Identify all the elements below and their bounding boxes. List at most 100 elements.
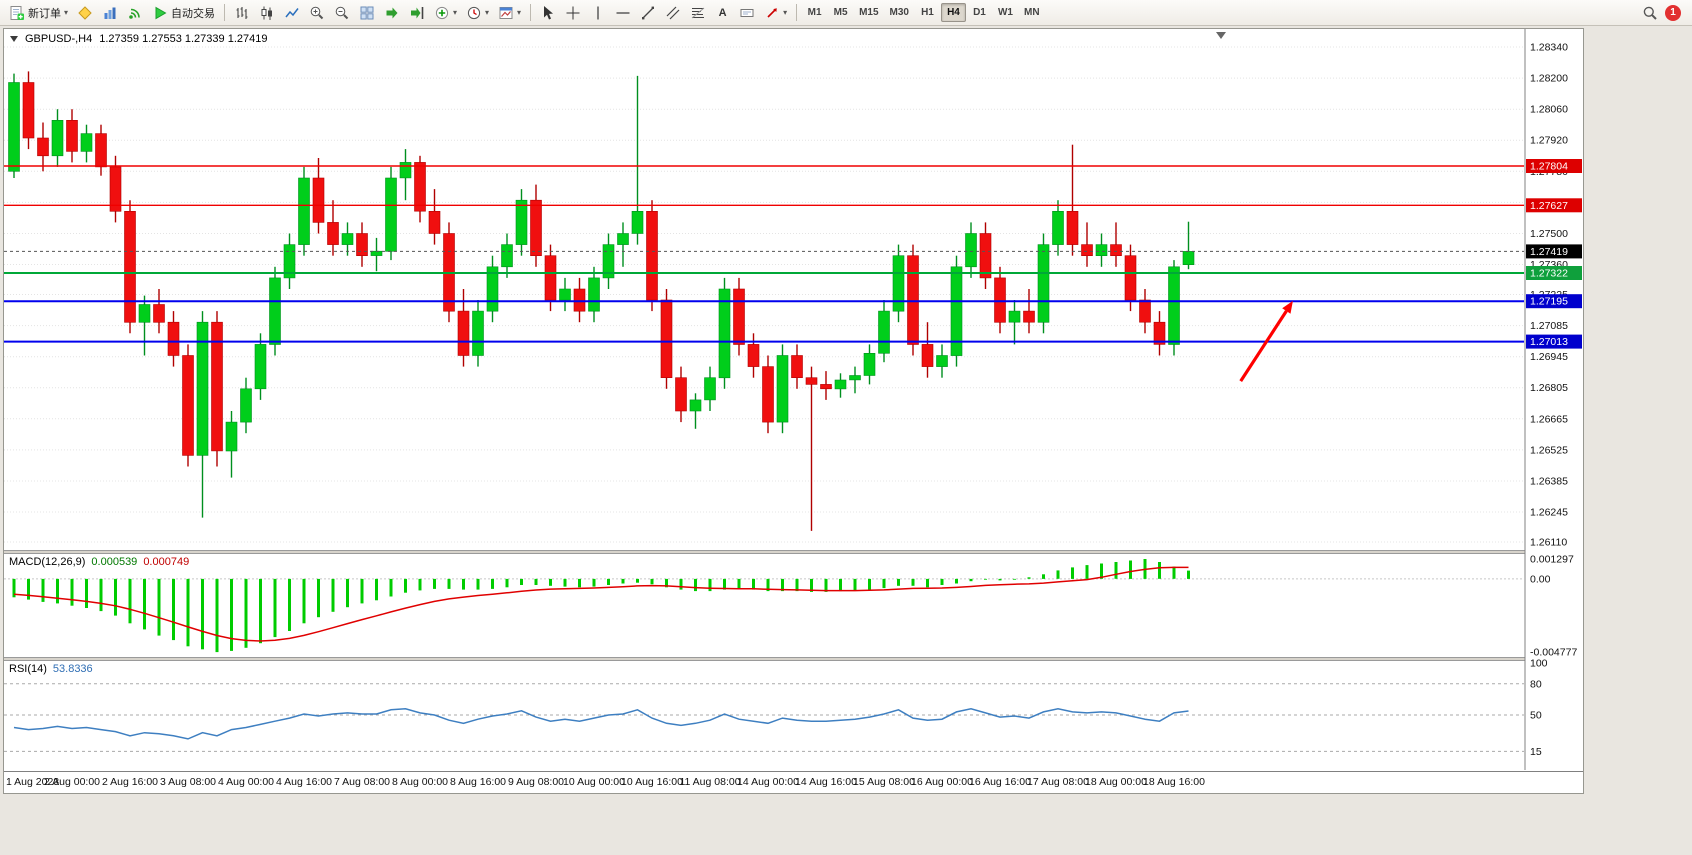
zoom-out-button[interactable]: [330, 2, 354, 23]
candle-down: [356, 233, 368, 257]
collapse-panel-icon[interactable]: [10, 36, 18, 42]
trend-arrow[interactable]: [1239, 310, 1288, 382]
tile-windows-button[interactable]: [355, 2, 379, 23]
market-button[interactable]: [98, 2, 122, 23]
text-tool-button[interactable]: A: [711, 2, 734, 23]
candle-up: [225, 421, 238, 452]
macd-histogram-bar: [172, 578, 175, 641]
time-label: 18 Aug 00:00: [1085, 776, 1147, 788]
add-indicator-icon: [435, 6, 449, 19]
macd-histogram-bar: [56, 578, 59, 604]
periods-button[interactable]: ▾: [462, 2, 493, 23]
ohlc-bars-icon: [236, 6, 248, 19]
candle-down: [327, 222, 339, 245]
bars-chart-type-button[interactable]: [230, 2, 254, 23]
trend-arrow-head[interactable]: [1282, 300, 1293, 314]
time-label: 18 Aug 16:00: [1143, 776, 1205, 788]
candle-down: [805, 377, 818, 385]
auto-trading-button[interactable]: 自动交易: [148, 2, 219, 23]
dropdown-caret-icon: ▾: [453, 7, 458, 17]
rsi-axis-label: 15: [1530, 746, 1542, 758]
timeframe-m15[interactable]: M15: [854, 3, 883, 22]
fibonacci-icon: [691, 7, 705, 18]
timeframe-m30[interactable]: M30: [885, 3, 914, 22]
macd-histogram-bar: [563, 578, 567, 587]
macd-histogram-bar: [27, 578, 30, 600]
candle-down: [1124, 255, 1137, 301]
time-label: 17 Aug 08:00: [1027, 776, 1089, 788]
line-chart-type-button[interactable]: [280, 2, 304, 23]
candle-down: [1110, 244, 1122, 257]
templates-button[interactable]: ▾: [494, 2, 525, 23]
horizontal-line-tool-button[interactable]: [611, 2, 635, 23]
trendline-icon: [642, 6, 655, 19]
timeframe-m5[interactable]: M5: [828, 3, 853, 22]
chart-shift-marker[interactable]: [1216, 32, 1226, 39]
rsi-axis-label: 50: [1530, 710, 1542, 722]
candle-up: [718, 288, 731, 379]
macd-histogram-bar: [12, 578, 16, 598]
indicators-button[interactable]: ▾: [430, 2, 461, 23]
candle-up: [80, 133, 93, 152]
auto-scroll-button[interactable]: [380, 2, 404, 23]
label-tool-button[interactable]: [735, 2, 759, 23]
macd-histogram-bar: [882, 578, 886, 589]
fibonacci-tool-button[interactable]: [686, 2, 710, 23]
timeframe-m1[interactable]: M1: [802, 3, 827, 22]
time-label: 10 Aug 00:00: [563, 776, 625, 788]
timeframe-h4[interactable]: H4: [940, 3, 966, 22]
macd-histogram-bar: [1158, 562, 1161, 579]
candle-down: [428, 211, 441, 234]
trendline-tool-button[interactable]: [636, 2, 660, 23]
new-order-button[interactable]: 新订单 ▾: [5, 2, 72, 23]
candle-down: [1023, 310, 1035, 323]
price-axis[interactable]: [1525, 29, 1583, 770]
candles-chart-type-button[interactable]: [255, 2, 279, 23]
new-order-icon: [10, 5, 24, 20]
search-button[interactable]: [1638, 2, 1662, 23]
panel-separator[interactable]: [4, 550, 1583, 554]
rsi-line: [13, 708, 1189, 740]
rsi-value: 53.8336: [52, 663, 93, 675]
cursor-tool-button[interactable]: [536, 2, 560, 23]
time-label: 14 Aug 16:00: [795, 776, 857, 788]
candle-up: [704, 377, 716, 401]
price-badge-label: 1.27322: [1530, 268, 1568, 280]
timeframe-mn[interactable]: MN: [1019, 3, 1045, 22]
timeframe-w1[interactable]: W1: [993, 3, 1018, 22]
arrows-tool-button[interactable]: ▾: [760, 2, 791, 23]
candle-down: [762, 366, 774, 423]
chart-shift-button[interactable]: [405, 2, 429, 23]
zoom-in-button[interactable]: [305, 2, 329, 23]
candle-down: [1081, 244, 1093, 257]
candle-up: [283, 244, 296, 279]
macd-histogram-bar: [824, 578, 828, 592]
candle-down: [95, 133, 107, 168]
price-axis-label: 1.28340: [1530, 42, 1568, 54]
crosshair-tool-button[interactable]: [561, 2, 585, 23]
candle-up: [515, 199, 528, 245]
candle-up: [602, 244, 615, 279]
macd-histogram-bar: [462, 578, 465, 590]
panel-separator[interactable]: [4, 657, 1583, 661]
macd-histogram-bar: [288, 578, 291, 631]
timeframe-d1[interactable]: D1: [967, 3, 992, 22]
time-axis[interactable]: 1 Aug 2023 2 Aug 00:00 2 Aug 16:00 3 Aug 08…: [4, 771, 1583, 792]
channel-tool-button[interactable]: [661, 2, 685, 23]
candle-down: [544, 255, 557, 301]
timeframe-h1[interactable]: H1: [915, 3, 940, 22]
signals-button[interactable]: [123, 2, 147, 23]
macd-histogram-bar: [984, 578, 987, 580]
candle-up: [878, 310, 890, 354]
price-badge: [1526, 334, 1582, 349]
price-axis-label: 1.28200: [1530, 73, 1568, 85]
candle-down: [994, 277, 1006, 323]
toolbar-separator: [796, 4, 798, 21]
notification-badge[interactable]: 1: [1665, 4, 1681, 21]
price-axis-label: 1.26110: [1530, 537, 1567, 549]
macd-histogram-bar: [592, 578, 596, 587]
macd-histogram-bar: [955, 578, 958, 584]
metaeditor-button[interactable]: [73, 2, 97, 23]
vertical-line-tool-button[interactable]: [586, 2, 610, 23]
price-chart[interactable]: 1.283401.282001.280601.279201.277801.276…: [4, 29, 1583, 770]
